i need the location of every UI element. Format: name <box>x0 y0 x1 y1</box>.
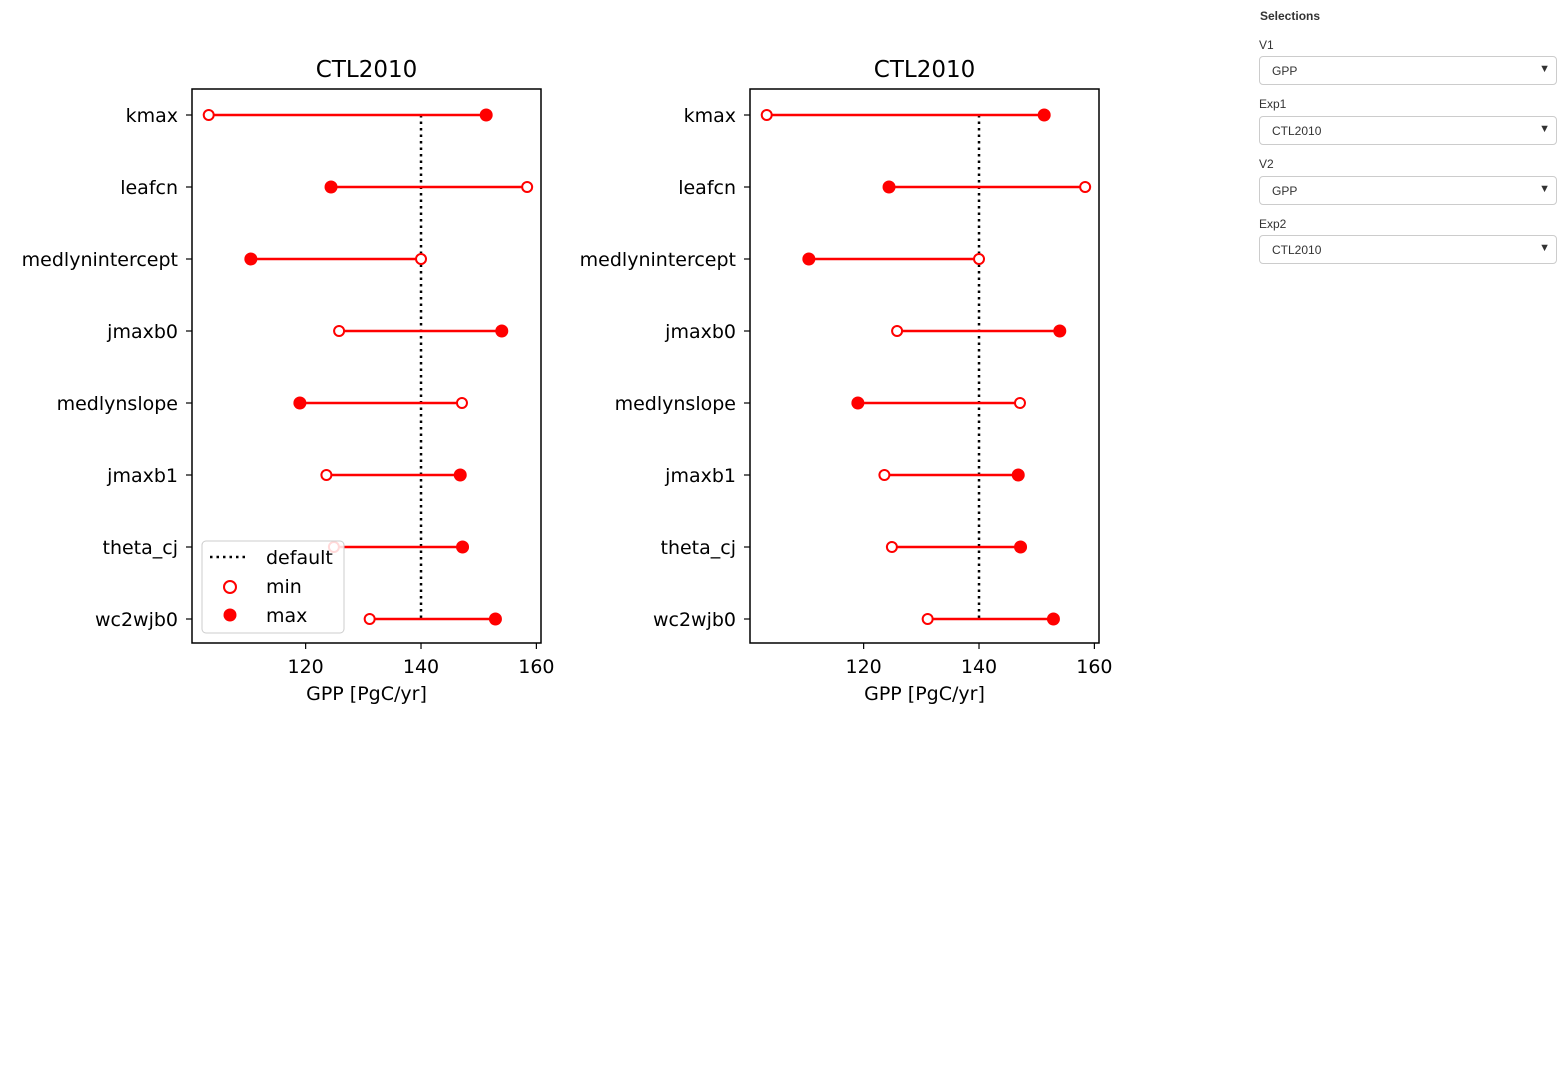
min-point-kmax <box>202 109 215 121</box>
max-point-wc2wjb0 <box>488 612 502 626</box>
y-tick-label-medlynintercept: medlynintercept <box>580 249 736 271</box>
min-point-jmaxb1 <box>320 469 333 481</box>
max-point-theta_cj <box>456 540 470 554</box>
max-point-medlynslope <box>851 396 865 410</box>
legend-max-swatch <box>223 608 237 622</box>
max-point-medlynslope <box>293 396 307 410</box>
y-tick-label-jmaxb1: jmaxb1 <box>664 465 736 487</box>
max-point-kmax <box>1037 108 1051 122</box>
x-tick-label: 120 <box>846 656 882 678</box>
max-point-leafcn <box>882 180 896 194</box>
max-point-jmaxb0 <box>495 324 509 338</box>
chevron-down-icon: ▼ <box>1539 183 1550 195</box>
legend-min-swatch <box>223 580 237 594</box>
exp1-selected-value: CTL2010 <box>1272 124 1322 138</box>
chart-legend: default min max <box>201 540 345 634</box>
x-tick-label: 120 <box>288 656 324 678</box>
min-point-medlynslope <box>1013 397 1026 409</box>
legend-label-max: max <box>266 605 307 627</box>
min-point-wc2wjb0 <box>363 613 376 625</box>
y-tick-label-theta_cj: theta_cj <box>661 537 737 559</box>
chevron-down-icon: ▼ <box>1539 242 1550 254</box>
legend-label-default: default <box>266 547 333 569</box>
y-tick-label-leafcn: leafcn <box>120 177 178 199</box>
chart-panel-2: CTL2010 kmax leafcn medlynintercept jmaxb0 me… <box>580 57 1113 705</box>
x-tick-label: 140 <box>403 656 439 678</box>
chart-title: CTL2010 <box>874 57 975 83</box>
max-point-jmaxb0 <box>1053 324 1067 338</box>
min-point-medlynintercept <box>973 253 986 265</box>
y-tick-label-theta_cj: theta_cj <box>103 537 179 559</box>
exp2-selected-value: CTL2010 <box>1272 243 1322 257</box>
x-axis-label: GPP [PgC/yr] <box>864 683 985 705</box>
chevron-down-icon: ▼ <box>1539 63 1550 75</box>
v1-selected-value: GPP <box>1272 64 1298 78</box>
exp1-label: Exp1 <box>1259 97 1287 111</box>
y-tick-label-kmax: kmax <box>126 105 178 127</box>
max-point-kmax <box>479 108 493 122</box>
max-point-wc2wjb0 <box>1046 612 1060 626</box>
y-tick-label-medlynslope: medlynslope <box>615 393 736 415</box>
chart-title: CTL2010 <box>316 57 417 83</box>
chevron-down-icon: ▼ <box>1539 123 1550 135</box>
y-tick-label-kmax: kmax <box>684 105 736 127</box>
x-tick-label: 140 <box>961 656 997 678</box>
max-point-leafcn <box>324 180 338 194</box>
legend-box <box>201 540 345 634</box>
min-point-medlynslope <box>455 397 468 409</box>
v2-selected-value: GPP <box>1272 184 1298 198</box>
v2-label: V2 <box>1259 157 1274 171</box>
max-point-jmaxb1 <box>453 468 467 482</box>
v1-select[interactable]: GPP ▼ <box>1259 56 1557 85</box>
min-point-leafcn <box>521 181 534 193</box>
chart-panel-1: CTL2010 kmax leafcn medlynintercept jmaxb0 me… <box>22 57 555 705</box>
y-tick-label-jmaxb0: jmaxb0 <box>106 321 178 343</box>
v1-label: V1 <box>1259 38 1274 52</box>
y-tick-label-medlynslope: medlynslope <box>57 393 178 415</box>
min-point-jmaxb1 <box>878 469 891 481</box>
plot-frame <box>749 88 1100 644</box>
max-point-medlynintercept <box>802 252 816 266</box>
x-tick-label: 160 <box>518 656 554 678</box>
y-tick-label-wc2wjb0: wc2wjb0 <box>653 609 736 631</box>
plot-frame <box>191 88 542 644</box>
legend-label-min: min <box>266 576 302 598</box>
max-point-theta_cj <box>1014 540 1028 554</box>
min-point-theta_cj <box>885 541 898 553</box>
exp1-select[interactable]: CTL2010 ▼ <box>1259 116 1557 145</box>
plots-area: CTL2010 kmax leafcn medlynintercept jmaxb0 me… <box>22 57 1113 705</box>
y-tick-label-wc2wjb0: wc2wjb0 <box>95 609 178 631</box>
x-axis-label: GPP [PgC/yr] <box>306 683 427 705</box>
y-tick-label-jmaxb0: jmaxb0 <box>664 321 736 343</box>
max-point-medlynintercept <box>244 252 258 266</box>
min-point-leafcn <box>1079 181 1092 193</box>
y-tick-label-medlynintercept: medlynintercept <box>22 249 178 271</box>
x-tick-label: 160 <box>1076 656 1112 678</box>
selections-title: Selections <box>1260 9 1321 23</box>
min-point-kmax <box>760 109 773 121</box>
v2-select[interactable]: GPP ▼ <box>1259 176 1557 205</box>
min-point-jmaxb0 <box>891 325 904 337</box>
max-point-jmaxb1 <box>1011 468 1025 482</box>
exp2-select[interactable]: CTL2010 ▼ <box>1259 235 1557 264</box>
y-tick-label-jmaxb1: jmaxb1 <box>106 465 178 487</box>
min-point-medlynintercept <box>415 253 428 265</box>
exp2-label: Exp2 <box>1259 217 1287 231</box>
y-tick-label-leafcn: leafcn <box>678 177 736 199</box>
min-point-jmaxb0 <box>333 325 346 337</box>
min-point-wc2wjb0 <box>921 613 934 625</box>
